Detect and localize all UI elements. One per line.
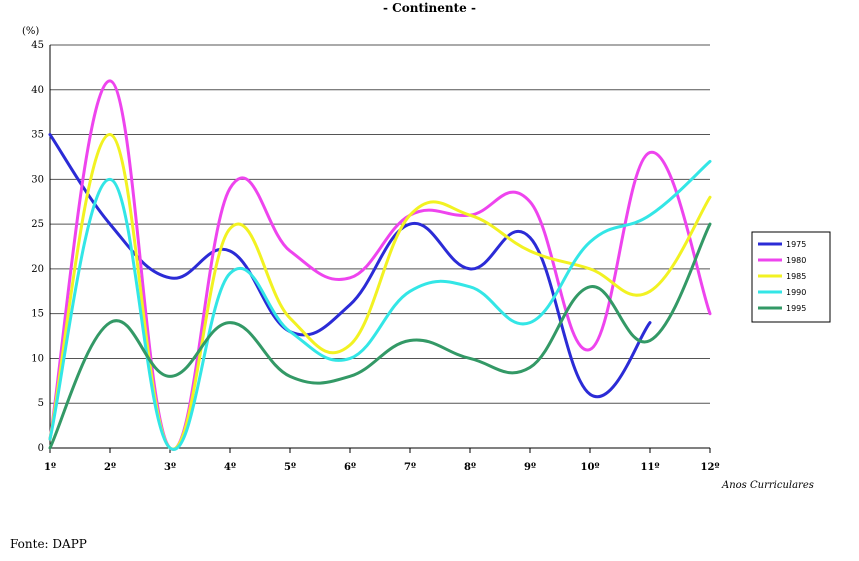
x-tick-labels: 1º 2º 3º 4º 5º 6º 7º 8º 9º 10º 11º 12º	[44, 462, 719, 473]
legend-label: 1995	[786, 304, 806, 313]
x-tick-label: 11º	[641, 462, 660, 473]
x-tick-label: 10º	[581, 462, 600, 473]
y-tick-label: 15	[31, 309, 44, 320]
x-axis-label: Anos Curriculares	[721, 480, 814, 491]
y-tick-label: 20	[31, 264, 44, 275]
chart-title: - Continente -	[383, 1, 476, 15]
legend-label: 1990	[786, 288, 806, 297]
y-tick-label: 45	[31, 40, 44, 51]
y-tick-label: 40	[31, 85, 44, 96]
x-tick-label: 4º	[224, 462, 236, 473]
x-tick-label: 12º	[701, 462, 720, 473]
x-tick-label: 6º	[344, 462, 356, 473]
y-tick-label: 5	[38, 398, 44, 409]
x-tick-label: 2º	[104, 462, 116, 473]
x-tick-label: 3º	[164, 462, 176, 473]
y-tick-label: 0	[38, 443, 44, 454]
y-tick-label: 30	[31, 174, 44, 185]
legend-label: 1985	[786, 272, 806, 281]
series-lines	[48, 79, 712, 451]
source-note: Fonte: DAPP	[10, 537, 87, 551]
x-tick-label: 9º	[524, 462, 536, 473]
y-tick-label: 25	[31, 219, 44, 230]
y-tick-labels: 0 5 10 15 20 25 30 35 40 45	[31, 40, 44, 454]
legend: 1975 1980 1985 1990 1995	[751, 231, 831, 323]
x-tick-label: 8º	[464, 462, 476, 473]
x-tick-label: 5º	[284, 462, 296, 473]
y-tick-label: 35	[31, 130, 44, 141]
y-axis-label: (%)	[22, 26, 39, 37]
x-tick-label: 1º	[44, 462, 56, 473]
legend-label: 1980	[786, 256, 806, 265]
series-line-1990	[48, 159, 712, 451]
series-line-1980	[48, 79, 712, 451]
y-tick-label: 10	[31, 353, 44, 364]
series-line-1985	[48, 133, 712, 451]
x-tick-label: 7º	[404, 462, 416, 473]
series-line-1995	[48, 222, 712, 450]
legend-label: 1975	[786, 240, 806, 249]
series-line-1975	[48, 133, 652, 399]
